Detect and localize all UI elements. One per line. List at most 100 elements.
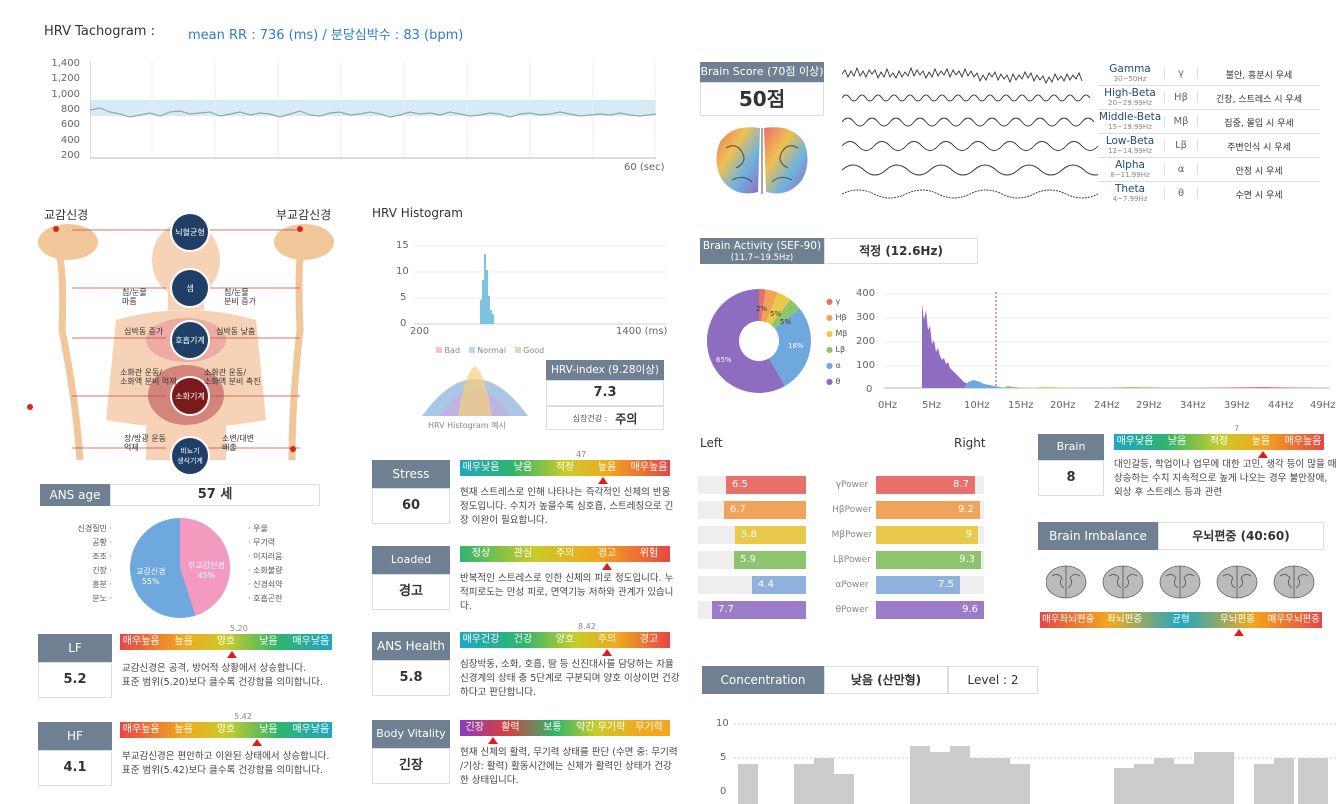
- wave-range: 8~11.99Hz: [1110, 171, 1150, 179]
- power-left-bar: 5.9: [734, 551, 806, 569]
- wave-row: Gamma 30~50Hz γ 불안, 흥분시 우세: [1098, 62, 1320, 86]
- y-tick: 400: [60, 135, 80, 146]
- power-right-bar: 8.7: [876, 476, 975, 494]
- legend-item: 공황 ·: [92, 538, 112, 547]
- scale-label: 높음: [174, 636, 193, 647]
- anshealth-label: ANS Health: [372, 632, 450, 660]
- vitality-description: 현재 신체의 활력, 무기력 상태를 판단 (수면 중: 무기력 /기상: 활력…: [460, 747, 678, 786]
- spectrum-y-tick: 400: [856, 288, 876, 299]
- scale-label: 매우건강: [462, 634, 500, 645]
- annotation-left: 소화관 운동/ 소화액 분비 억제: [120, 368, 177, 386]
- lf-marker-value: 5.20: [230, 624, 248, 633]
- wave-name: Middle-Beta: [1098, 111, 1162, 123]
- legend-item: · 신경쇠약: [248, 580, 283, 589]
- scale-label: 양호: [555, 634, 575, 645]
- organ-label: 샘: [186, 283, 194, 293]
- legend-item: 분노 ·: [92, 594, 112, 603]
- power-left-bar: 4.4: [752, 576, 806, 594]
- legend-item: · 무기력: [248, 538, 276, 547]
- conc-y-tick: 5: [720, 752, 727, 763]
- conc-y-tick: 0: [720, 786, 727, 797]
- power-name: MβPower: [831, 530, 873, 540]
- fatigue-description: 반복적인 스트레스로 인한 신체의 피로 정도입니다. 누 적피로도는 만성 피…: [460, 573, 674, 612]
- wave-range: 12~14.99Hz: [1108, 147, 1152, 155]
- hf-scale: 매우높음 높음 양호 낮음 매우낮음: [120, 722, 332, 738]
- hist-legend: Bad Normal Good: [436, 346, 544, 355]
- imbalance-marker: [1234, 629, 1244, 636]
- tachogram-summary: mean RR : 736 (ms) / 분당심박수 : 83 (bpm): [188, 28, 464, 43]
- donut-label: 65%: [716, 356, 732, 364]
- brain-icon: [716, 127, 808, 194]
- brainactivity-header: Brain Activity (SEF-90) (11.7~19.5Hz): [700, 238, 824, 264]
- annotation-left: 침/눈물 마름: [122, 288, 147, 306]
- wave-symbol: γ: [1164, 68, 1198, 79]
- scale-label: 좌뇌편중: [1107, 614, 1143, 625]
- lf-description: 교감신경은 공격, 방어적 상황에서 상승합니다. 표준 범위(5.20)보다 …: [122, 663, 323, 688]
- concentration-label: Concentration: [702, 666, 824, 694]
- organ-gland-circle: 샘: [170, 268, 210, 308]
- brainactivity-donut: [706, 288, 812, 393]
- organ-label: 비뇨기 생식기계: [177, 447, 203, 465]
- stress-description: 현재 스트레스로 인해 나타나는 즉각적인 신체의 반응 정도입니다. 수치가 …: [460, 487, 674, 526]
- organ-brain-circle: 뇌혈균형: [170, 212, 210, 252]
- spectrum-y-tick: 300: [856, 312, 876, 323]
- sympathetic-label: 교감신경: [44, 208, 89, 222]
- brainscore-value: 50점: [700, 82, 824, 116]
- y-tick: 1,000: [51, 89, 80, 100]
- vitality-scale: 긴장 활력 보통 약간 무기력 무기력: [460, 720, 670, 736]
- annotation-right: 심박동 낮춤: [216, 327, 256, 336]
- x-tick: 15Hz: [1008, 400, 1034, 411]
- concentration-chart: [734, 723, 1338, 804]
- scale-label: 매우좌뇌편중: [1041, 614, 1095, 625]
- nerve-dot: [297, 226, 303, 232]
- legend-item: γ: [835, 297, 841, 306]
- power-name: LβPower: [833, 555, 871, 565]
- scale-label: 주의: [597, 634, 617, 645]
- wave-description: 주변인식 시 우세: [1227, 143, 1291, 153]
- power-right-bar: 7.5: [876, 576, 960, 594]
- power-right-label: Right: [954, 436, 986, 450]
- scale-label: 적정: [555, 462, 575, 473]
- legend-good: Good: [523, 346, 545, 355]
- wave-symbol: α: [1164, 164, 1198, 175]
- brain-balance-icons: [1046, 565, 1315, 599]
- hf-marker-value: 5.42: [234, 712, 252, 721]
- histogram-chart: [414, 245, 666, 325]
- legend-item: · 호흡곤란: [248, 594, 283, 603]
- hist-y-tick: 0: [400, 318, 407, 329]
- ans-age-value: 57 세: [110, 484, 320, 506]
- x-tick: 5Hz: [922, 400, 942, 411]
- pie-label-sympathetic: 교감신경 55%: [136, 567, 166, 586]
- annotation-left: 장/방광 운동 억제: [124, 434, 167, 452]
- hf-marker: [252, 739, 262, 746]
- legend-item: 흥분 ·: [92, 580, 112, 589]
- legend-item: · 이지러움: [248, 552, 283, 561]
- parasympathetic-label: 부교감신경: [276, 208, 332, 222]
- wave-row: High-Beta 20~29.99Hz Hβ 긴장, 스트레스 시 우세: [1098, 86, 1320, 110]
- legend-item: 긴장 ·: [92, 566, 112, 575]
- scale-label: 매우낮음: [462, 462, 500, 473]
- ans-age-label: ANS age: [40, 484, 110, 506]
- brainactivity-sublabel: (11.7~19.5Hz): [730, 253, 794, 263]
- power-left-bar: 6.5: [726, 476, 806, 494]
- donut-label: 5%: [770, 310, 782, 318]
- annotation-right: 소화관 운동/ 소화액 분비 촉진: [204, 368, 261, 386]
- concentration-level: Level : 2: [948, 666, 1038, 694]
- power-name: γPower: [835, 480, 869, 490]
- stress-label: Stress: [372, 460, 450, 488]
- lf-value: 5.2: [38, 662, 112, 698]
- wave-symbol: θ: [1164, 188, 1198, 199]
- fatigue-scale: 정상 관심 주의 경고 위험: [460, 546, 670, 562]
- imbalance-label: Brain Imbalance: [1038, 522, 1158, 550]
- heart-health-label: 심장건강 :: [572, 413, 608, 423]
- anshealth-marker-value: 8.42: [578, 622, 596, 631]
- scale-label: 무기력: [635, 722, 663, 733]
- tachogram-title: HRV Tachogram :: [44, 24, 155, 39]
- brainstress-label: Brain Stress: [1038, 434, 1104, 479]
- power-right-bar: 9.6: [876, 601, 984, 619]
- legend-item: α: [835, 361, 841, 370]
- scale-label: 낮음: [259, 724, 278, 735]
- scale-label: 정상: [471, 548, 491, 559]
- wave-range: 30~50Hz: [1113, 75, 1147, 83]
- stress-marker: [598, 477, 608, 484]
